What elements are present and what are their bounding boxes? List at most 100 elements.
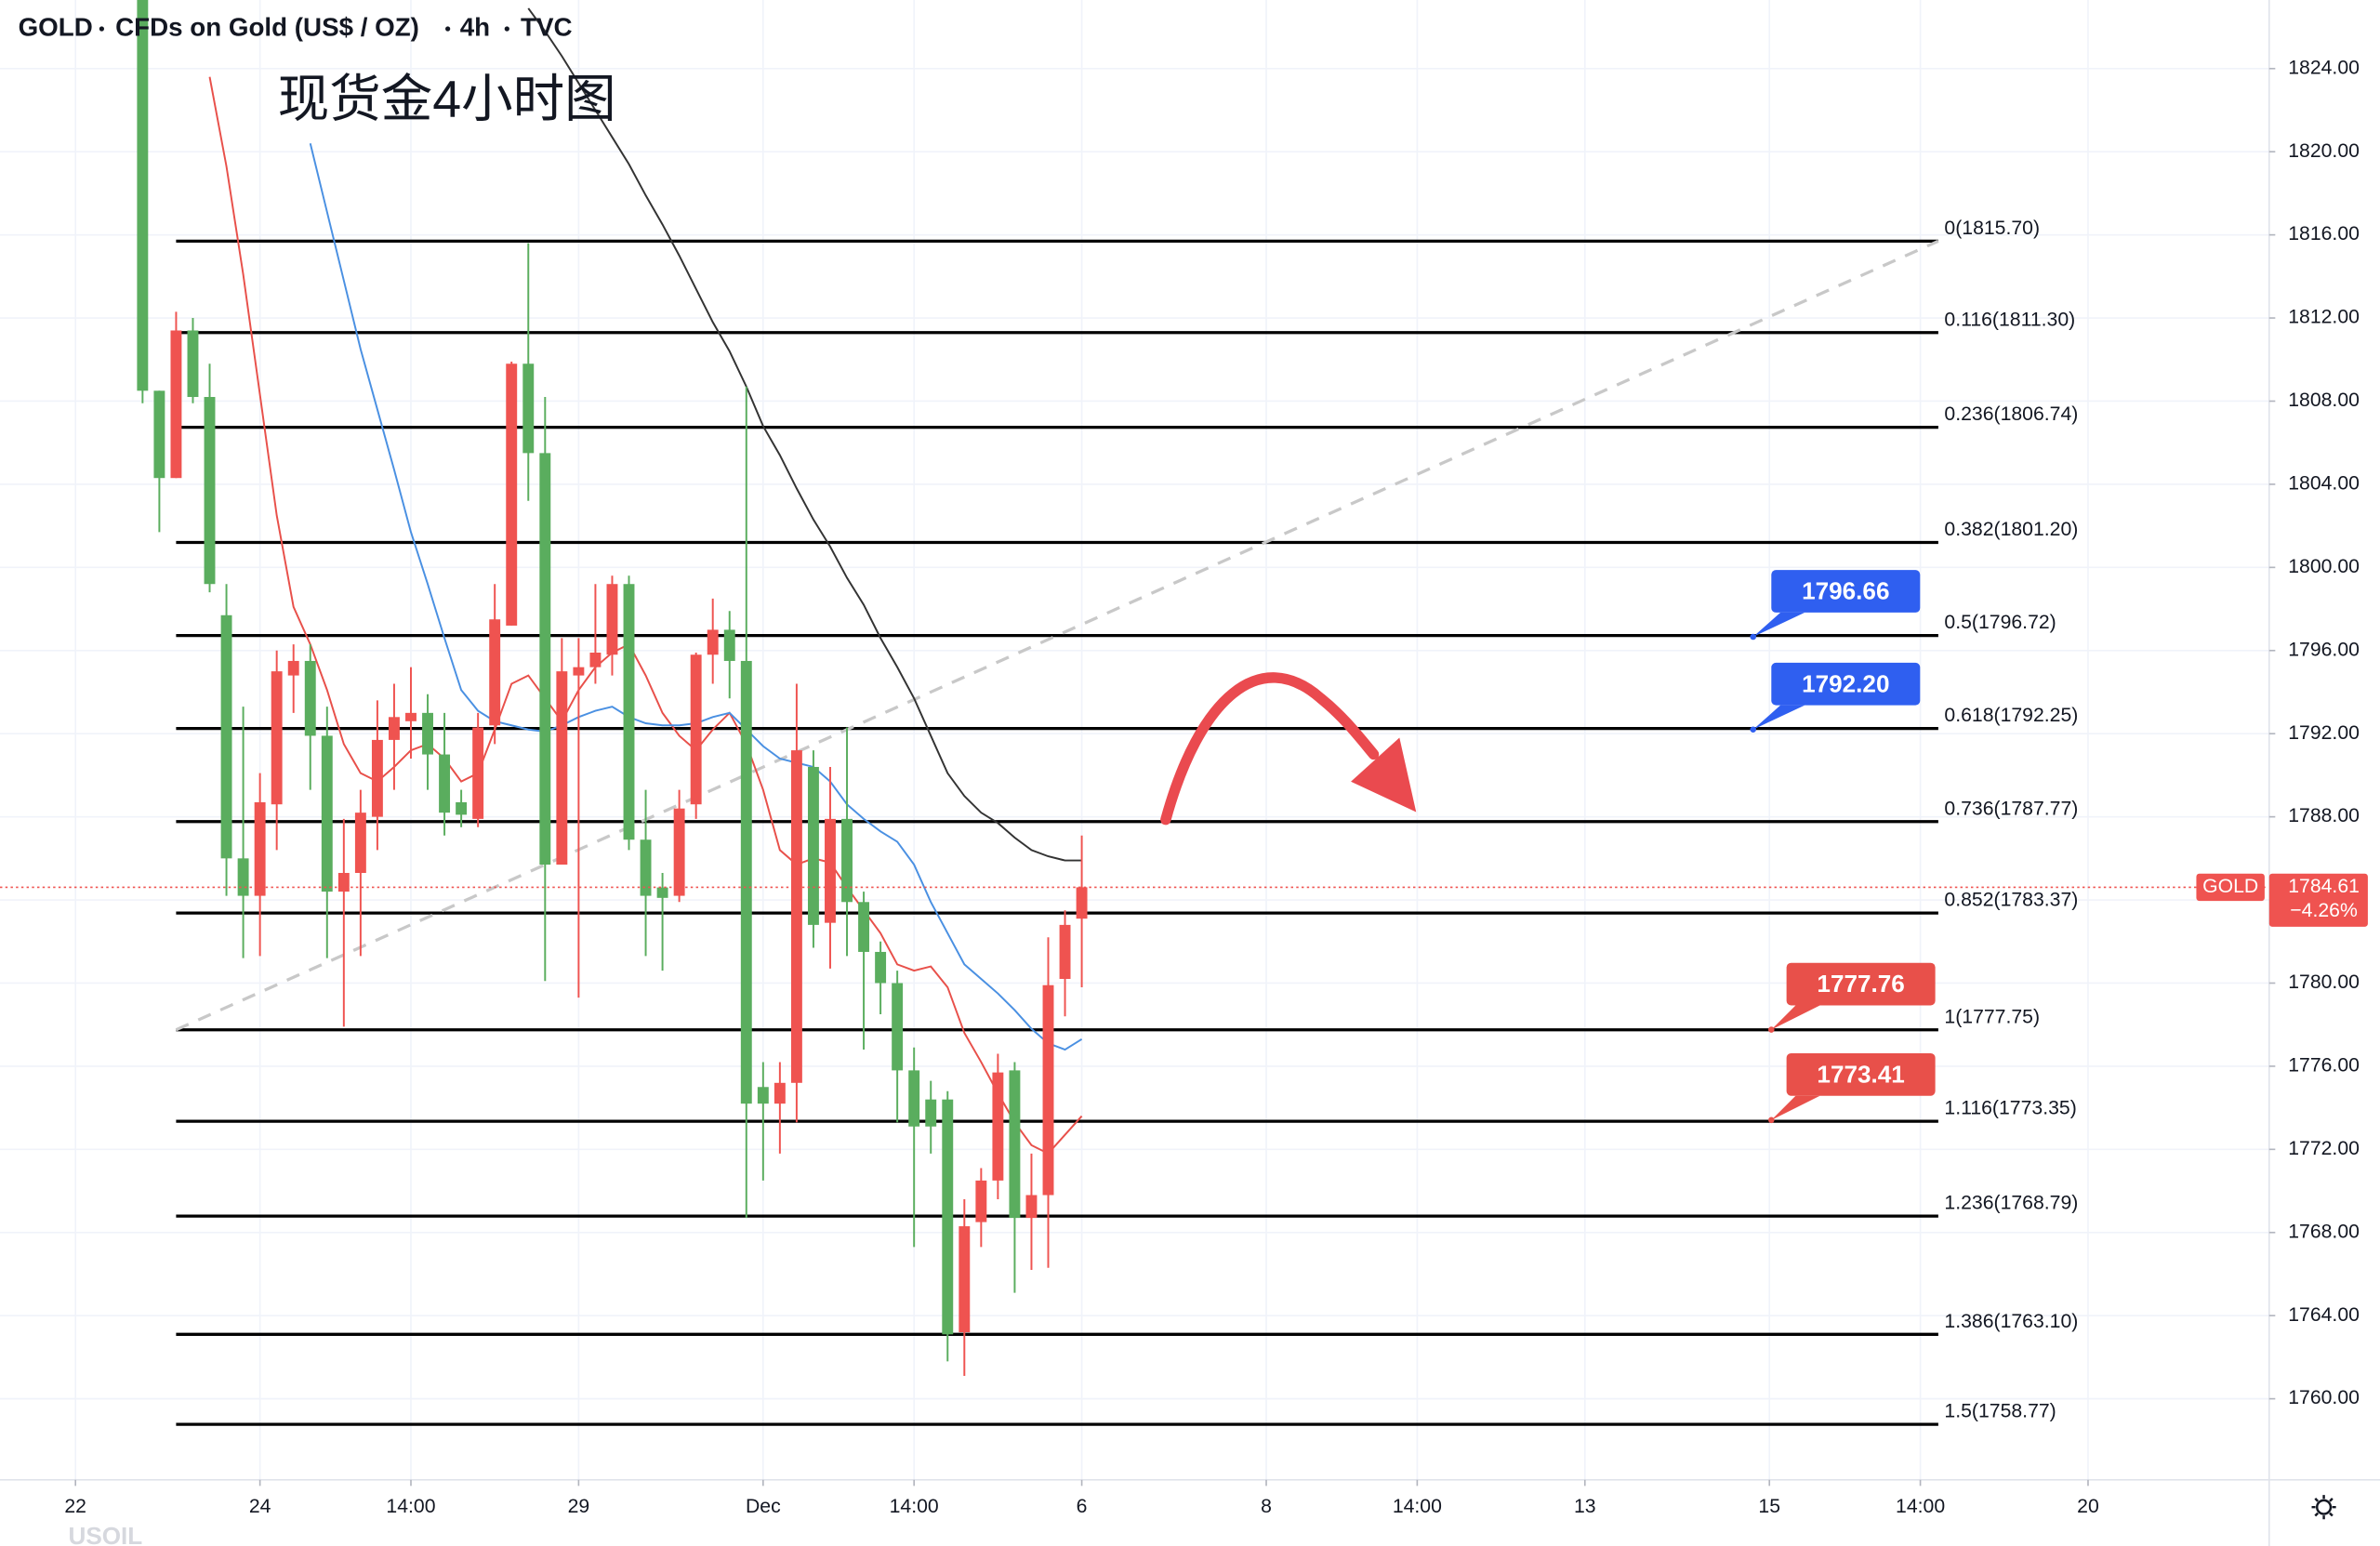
candle-body (271, 671, 283, 805)
candle-body (992, 1072, 1004, 1181)
candle-body (187, 330, 199, 398)
x-tick-label: 14:00 (1393, 1496, 1442, 1517)
callout-pointer (1771, 1005, 1820, 1030)
candle-body (1059, 924, 1071, 980)
fib-level-label: 0.116(1811.30) (1944, 309, 2075, 330)
candle-body (304, 660, 316, 736)
axes: 1760.00 1764.00 1768.00 1772.00 1776.00 1780.… (64, 57, 2368, 1517)
y-tick-label: 1760.00 (2288, 1387, 2360, 1408)
x-tick-label: 14:00 (1896, 1496, 1945, 1517)
x-tick-label: 20 (2077, 1496, 2099, 1517)
source: TVC (521, 12, 573, 41)
candle-body (137, 0, 149, 391)
separator (445, 26, 451, 32)
interval: 4h (460, 12, 490, 41)
y-tick-label: 1816.00 (2288, 223, 2360, 244)
candle-body (371, 739, 383, 817)
candle-body (740, 660, 752, 1104)
bottom-symbol: USOIL (68, 1522, 142, 1546)
last-price-label: 1784.61 (2288, 876, 2360, 897)
candle-body (170, 330, 182, 479)
candle-body (204, 397, 216, 585)
callout-label: 1777.76 (1817, 970, 1904, 998)
fib-level-label: 1(1777.75) (1944, 1006, 2040, 1027)
x-tick-label: 24 (249, 1496, 271, 1517)
fib-level-label: 1.5(1758.77) (1944, 1401, 2056, 1422)
y-tick-label: 1808.00 (2288, 390, 2360, 411)
candle-body (522, 363, 535, 454)
candle-body (774, 1082, 786, 1104)
candle-body (337, 872, 350, 892)
instrument-title: CFDs on Gold (US$ / OZ) (115, 12, 419, 41)
candle-body (506, 363, 518, 626)
x-tick-label: 14:00 (890, 1496, 939, 1517)
y-tick-label: 1764.00 (2288, 1304, 2360, 1326)
separator (504, 26, 509, 32)
candle-body (405, 712, 416, 721)
candle-body (573, 667, 585, 676)
fib-level-label: 1.116(1773.35) (1944, 1098, 2076, 1119)
candle-body (942, 1099, 954, 1335)
y-tick-label: 1796.00 (2288, 639, 2360, 660)
fib-level-label: 0.852(1783.37) (1944, 890, 2078, 911)
candle-body (841, 818, 853, 903)
candle-body (489, 619, 501, 726)
candle-body (757, 1087, 769, 1104)
candle-body (321, 735, 333, 892)
candle-body (422, 712, 433, 755)
separator (99, 26, 105, 32)
y-tick-label: 1812.00 (2288, 307, 2360, 328)
candle-body (539, 453, 551, 865)
candle-body (1042, 984, 1054, 1196)
callout-anchor (1750, 726, 1756, 733)
forecast-arrowhead (1351, 737, 1417, 813)
y-tick-label: 1780.00 (2288, 971, 2360, 993)
callout-box (1771, 570, 1921, 613)
symbol-tag-label: GOLD (2202, 876, 2258, 897)
candle-body (892, 983, 904, 1071)
candle-body (858, 902, 870, 952)
candle-body (640, 839, 652, 896)
callout-anchor (1768, 1117, 1775, 1124)
candle-body (723, 629, 735, 661)
fib-level-label: 0.236(1806.74) (1944, 403, 2078, 425)
fib-level-label: 0.382(1801.20) (1944, 519, 2078, 540)
candle-body (925, 1099, 937, 1127)
callout-box (1771, 662, 1921, 706)
change-label: −4.26% (2290, 900, 2358, 921)
candle-body (220, 614, 232, 859)
candle-body (456, 801, 468, 815)
candle-body (287, 660, 299, 676)
annotation: 现货金4小时图 (278, 71, 616, 128)
moving-average-line (527, 7, 1082, 862)
y-tick-label: 1788.00 (2288, 805, 2360, 826)
callout-box (1786, 1052, 1936, 1096)
candle-body (1009, 1070, 1021, 1219)
settings-icon[interactable] (2311, 1495, 2336, 1520)
candle-body (690, 654, 702, 805)
candle-body (388, 717, 400, 740)
candle-body (589, 653, 602, 667)
callout-box (1786, 962, 1936, 1006)
x-tick-label: 22 (64, 1496, 86, 1517)
y-tick-label: 1804.00 (2288, 473, 2360, 495)
candle-body (606, 584, 618, 655)
candle-body (975, 1180, 987, 1222)
forecast-arrow (1160, 672, 1380, 826)
y-tick-label: 1800.00 (2288, 556, 2360, 577)
callout-label: 1792.20 (1802, 669, 1889, 697)
callout-label: 1796.66 (1802, 577, 1889, 605)
candle-body (623, 584, 635, 840)
moving-average-line (208, 76, 1083, 1156)
candle-body (790, 750, 802, 1083)
fib-level-label: 1.236(1768.79) (1944, 1193, 2078, 1214)
x-tick-label: 13 (1574, 1496, 1596, 1517)
candle-body (556, 671, 568, 865)
x-tick-label: Dec (746, 1496, 781, 1517)
plot-area (0, 0, 2269, 1426)
y-tick-label: 1776.00 (2288, 1055, 2360, 1077)
y-tick-label: 1820.00 (2288, 140, 2360, 162)
y-tick-label: 1792.00 (2288, 722, 2360, 744)
